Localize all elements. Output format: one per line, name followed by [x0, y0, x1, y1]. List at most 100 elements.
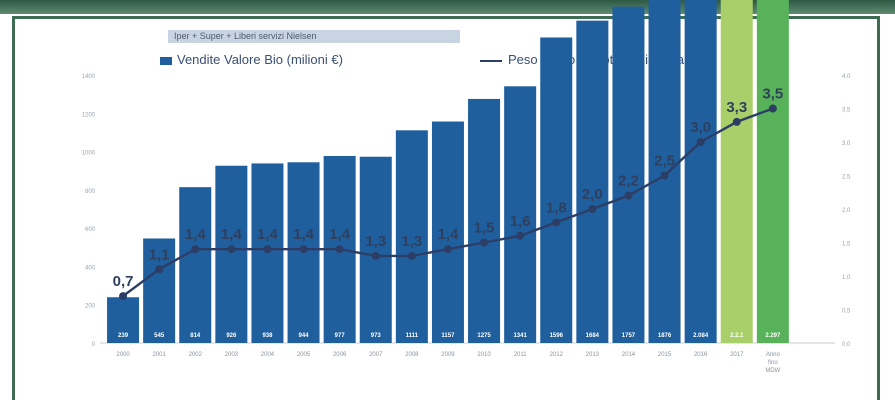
- share-value-label: 1,4: [221, 226, 243, 243]
- share-point: [732, 117, 741, 126]
- bar: [720, 0, 753, 343]
- bar-value-label: 2.084: [693, 333, 709, 339]
- share-value-label: 1,4: [293, 226, 315, 243]
- bar: [395, 130, 428, 343]
- share-point: [119, 292, 128, 301]
- bar-value-label: 2.2.1: [730, 333, 744, 339]
- share-point: [516, 231, 525, 240]
- category-label: 2006: [333, 352, 347, 358]
- share-point: [407, 251, 416, 260]
- bar-value-label: 1876: [658, 333, 672, 339]
- category-label: 2000: [116, 352, 130, 358]
- y-right-tick: 4,0: [842, 74, 851, 80]
- share-point: [660, 171, 669, 180]
- bar-value-label: 1111: [406, 333, 419, 339]
- bar: [215, 165, 248, 343]
- category-label: 2001: [152, 352, 166, 358]
- share-value-label: 1,4: [257, 226, 279, 243]
- y-left-tick: 1000: [82, 151, 96, 157]
- bar: [468, 98, 501, 343]
- category-label: 2013: [586, 352, 600, 358]
- legend-bars: Vendite Valore Bio (milioni €): [160, 52, 343, 67]
- share-value-label: 2,2: [618, 173, 639, 190]
- share-value-label: 1,5: [474, 220, 495, 237]
- share-point: [480, 238, 489, 247]
- category-label: 2009: [441, 352, 455, 358]
- y-right-tick: 1,0: [842, 275, 851, 281]
- bar-value-label: 1341: [513, 333, 527, 339]
- bar: [431, 121, 464, 343]
- share-point: [552, 218, 561, 227]
- share-value-label: 0,7: [113, 273, 134, 290]
- category-label: 2014: [622, 352, 636, 358]
- bar: [179, 187, 212, 343]
- share-point: [371, 251, 380, 260]
- legend-bars-label: Vendite Valore Bio (milioni €): [177, 52, 343, 67]
- share-value-label: 1,6: [510, 213, 531, 230]
- bar-value-label: 1757: [622, 333, 636, 339]
- share-value-label: 3,3: [726, 99, 747, 116]
- share-value-label: 1,8: [546, 199, 567, 216]
- bar: [143, 238, 176, 343]
- category-label: 2002: [189, 352, 203, 358]
- category-label: 2011: [514, 352, 528, 358]
- y-right-tick: 0,0: [842, 342, 851, 348]
- legend-bars-swatch: [160, 56, 172, 65]
- bar-value-label: 2.297: [765, 333, 781, 339]
- y-left-tick: 1400: [82, 74, 96, 80]
- share-value-label: 1,4: [438, 226, 460, 243]
- bar-value-label: 814: [190, 333, 201, 339]
- bar-value-label: 1596: [550, 333, 564, 339]
- share-point: [696, 138, 705, 146]
- share-point: [191, 245, 200, 254]
- bar: [359, 156, 392, 343]
- share-value-label: 2,5: [654, 153, 675, 170]
- legend-line-swatch: [480, 59, 502, 62]
- bar: [756, 0, 789, 343]
- share-point: [227, 245, 236, 254]
- source-note: Iper + Super + Liberi servizi Nielsen: [168, 30, 460, 43]
- category-label: 2012: [550, 352, 564, 358]
- y-right-tick: 2,5: [842, 175, 851, 181]
- bar-value-label: 1157: [441, 333, 455, 339]
- bar: [612, 6, 645, 343]
- y-left-tick: 400: [85, 265, 96, 271]
- share-point: [443, 245, 452, 254]
- share-value-label: 1,4: [185, 226, 207, 243]
- bar-value-label: 545: [154, 333, 165, 339]
- bar: [684, 0, 717, 343]
- y-left-tick: 0: [92, 342, 96, 348]
- share-value-label: 2,0: [582, 186, 603, 203]
- category-label: MDW: [765, 368, 780, 374]
- bar: [576, 20, 609, 344]
- share-point: [155, 265, 164, 274]
- share-point: [335, 245, 344, 254]
- category-label: 2005: [297, 352, 311, 358]
- category-label: 2007: [369, 352, 383, 358]
- bar: [540, 37, 573, 343]
- category-label: 2017: [730, 352, 744, 358]
- bar-value-label: 973: [371, 333, 382, 339]
- category-label: Anno: [766, 352, 781, 358]
- y-left-tick: 600: [85, 227, 96, 233]
- share-value-label: 1,3: [365, 233, 386, 250]
- bar-value-label: 239: [118, 333, 129, 339]
- category-label: 2004: [261, 352, 275, 358]
- y-right-tick: 1,5: [842, 242, 851, 248]
- y-left-tick: 1200: [82, 112, 96, 118]
- bar-value-label: 926: [226, 333, 237, 339]
- share-value-label: 3,0: [690, 119, 711, 136]
- share-point: [624, 191, 633, 200]
- bar-value-label: 977: [335, 333, 346, 339]
- category-label: 2010: [477, 352, 491, 358]
- share-point: [299, 245, 308, 254]
- bar-value-label: 944: [299, 333, 310, 339]
- share-value-label: 1,4: [329, 226, 351, 243]
- share-value-label: 1,1: [149, 246, 170, 263]
- share-point: [768, 104, 777, 113]
- y-right-tick: 3,5: [842, 108, 851, 114]
- share-point: [263, 245, 272, 254]
- category-label: fino: [768, 360, 778, 366]
